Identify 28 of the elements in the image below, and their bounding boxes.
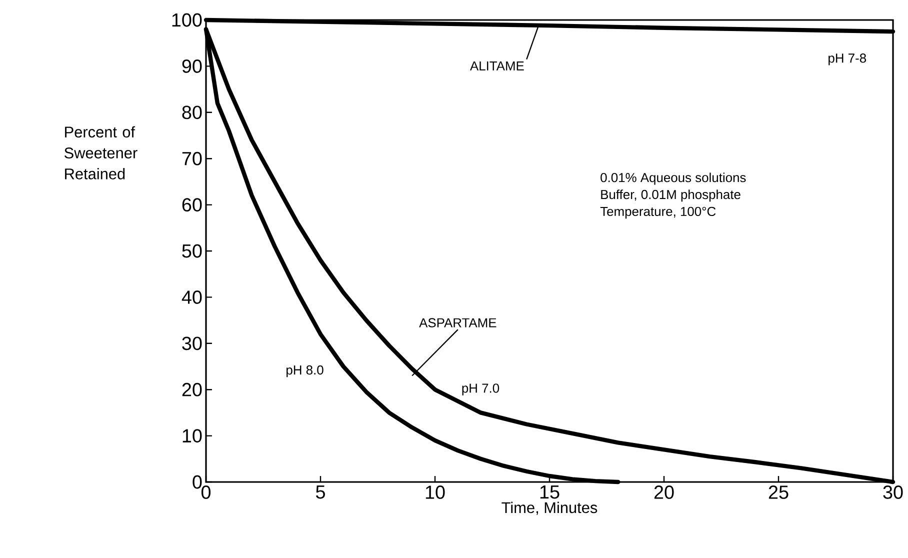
y-tick-label: 70 (182, 152, 202, 166)
y-tick-label: 90 (182, 59, 202, 73)
y-tick-label: 50 (182, 244, 202, 258)
x-tick-label: 0 (201, 486, 211, 499)
annotation: ALITAME (470, 61, 524, 70)
y-tick-label: 30 (182, 336, 202, 350)
x-tick-label: 20 (654, 486, 674, 499)
annotation: Buffer, 0.01M phosphate (601, 190, 740, 202)
annotation: 0.01% Aqueous solutions (600, 172, 746, 185)
y-tick-label: 60 (182, 198, 202, 212)
series-label: pH 8.0 (286, 365, 324, 378)
annotation: ASPARTAME (419, 318, 496, 328)
x-tick-label: 30 (883, 486, 903, 499)
x-tick-label: 10 (426, 486, 445, 499)
x-tick-label: 5 (316, 486, 325, 499)
y-tick-label: 0 (192, 475, 202, 489)
y-tick-label: 40 (182, 290, 202, 304)
y-axis-title: Percent of Sweetener Retained (64, 126, 138, 180)
series-label: pH 7.0 (462, 384, 500, 396)
y-tick-label: 80 (182, 106, 202, 120)
y-tick-label: 100 (172, 13, 202, 27)
y-tick-label: 20 (182, 382, 202, 396)
annotation: Temperature, 100°C (600, 206, 716, 219)
x-tick-label: 25 (768, 486, 788, 499)
series-label: pH 7-8 (828, 54, 866, 66)
x-axis-title: Time, Minutes (502, 502, 598, 515)
x-tick-label: 15 (540, 486, 560, 499)
y-tick-label: 10 (182, 429, 202, 443)
